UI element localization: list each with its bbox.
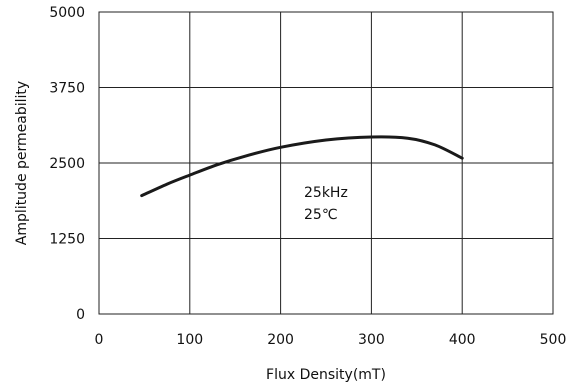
x-tick-label: 100 (176, 332, 203, 348)
y-tick-labels: 0 1250 2500 3750 5000 (49, 5, 85, 323)
annotation-frequency: 25kHz (304, 185, 348, 201)
x-tick-label: 400 (449, 332, 476, 348)
x-tick-label: 0 (95, 332, 104, 348)
plot-frame (98, 11, 554, 315)
y-tick-label: 2500 (49, 156, 85, 172)
y-tick-label: 0 (76, 307, 85, 323)
x-axis-title: Flux Density(mT) (266, 367, 386, 383)
y-tick-label: 3750 (49, 81, 85, 97)
annotation-temperature: 25℃ (304, 207, 338, 223)
x-tick-label: 200 (267, 332, 294, 348)
x-tick-label: 500 (540, 332, 567, 348)
series-line (140, 135, 464, 198)
y-axis-title: Amplitude permeability (14, 81, 30, 245)
y-tick-label: 5000 (49, 5, 85, 21)
grid (98, 11, 554, 315)
y-tick-label: 1250 (49, 232, 85, 248)
x-tick-label: 300 (358, 332, 385, 348)
x-tick-labels: 0 100 200 300 400 500 (95, 332, 567, 348)
